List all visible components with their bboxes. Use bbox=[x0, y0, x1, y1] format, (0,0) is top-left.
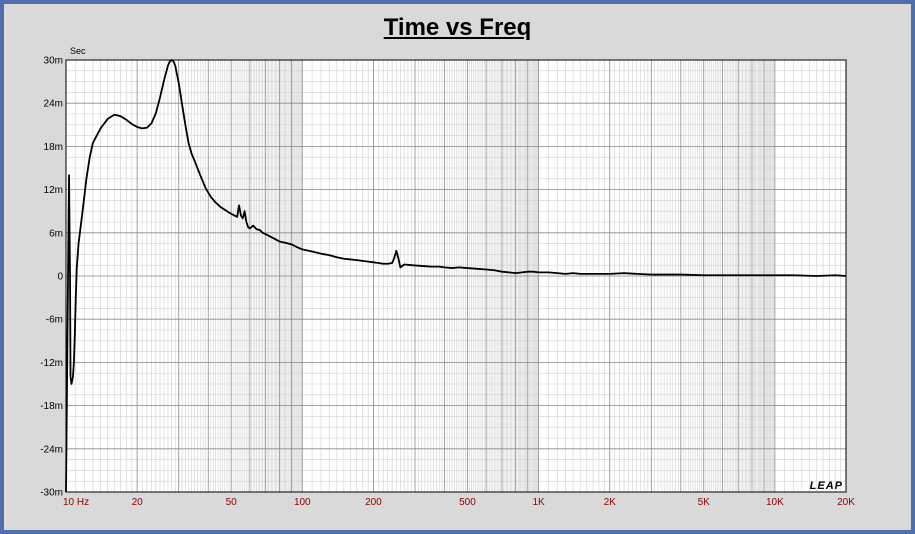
x-tick-label: 500 bbox=[459, 497, 476, 508]
y-tick-label: 0 bbox=[57, 272, 63, 283]
y-axis-unit-label: Sec bbox=[70, 46, 86, 56]
y-tick-label: -12m bbox=[40, 358, 63, 369]
x-tick-label: 10K bbox=[766, 497, 784, 508]
y-tick-label: -24m bbox=[40, 444, 63, 455]
x-tick-label: 10 Hz bbox=[63, 497, 89, 508]
leap-logo: LEAP bbox=[810, 480, 843, 492]
chart-title: Time vs Freq bbox=[383, 14, 532, 41]
series-line bbox=[65, 59, 847, 493]
x-tick-label: 200 bbox=[365, 497, 382, 508]
y-tick-label: 6m bbox=[49, 228, 63, 239]
y-tick-label: 30m bbox=[44, 56, 63, 67]
y-tick-label: -30m bbox=[40, 488, 63, 499]
y-tick-label: 18m bbox=[44, 142, 63, 153]
x-tick-label: 1K bbox=[532, 497, 545, 508]
x-tick-label: 20K bbox=[837, 497, 855, 508]
x-tick-label: 20 bbox=[132, 497, 144, 508]
y-tick-label: 12m bbox=[44, 185, 63, 196]
x-tick-label: 2K bbox=[604, 497, 617, 508]
y-tick-label: -18m bbox=[40, 401, 63, 412]
y-tick-label: 24m bbox=[44, 99, 63, 110]
y-tick-label: -6m bbox=[46, 315, 63, 326]
x-tick-label: 100 bbox=[294, 497, 311, 508]
x-tick-label: 5K bbox=[698, 497, 711, 508]
x-tick-label: 50 bbox=[226, 497, 238, 508]
x-axis-ticks: 10 Hz 20 50 100 200 500 1K 2K 5K 10K 20K bbox=[63, 497, 855, 508]
y-axis-ticks: 30m 24m 18m 12m 6m 0 -6m -12m -18m -24m -30m bbox=[40, 56, 63, 499]
